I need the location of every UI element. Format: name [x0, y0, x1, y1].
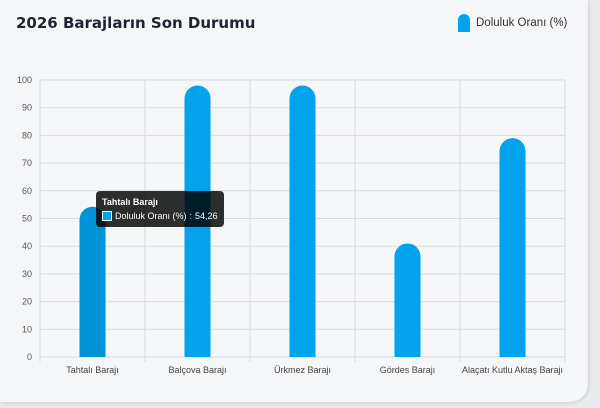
- y-tick-label: 10: [22, 324, 32, 334]
- y-tick-label: 30: [22, 269, 32, 279]
- chart-title: 2026 Barajların Son Durumu: [16, 14, 256, 32]
- x-tick-label: Balçova Barajı: [168, 365, 226, 375]
- y-tick-label: 50: [22, 214, 32, 224]
- y-tick-label: 90: [22, 103, 32, 113]
- chart-legend[interactable]: Doluluk Oranı (%): [458, 14, 567, 32]
- legend-swatch: [458, 14, 470, 32]
- y-tick-label: 20: [22, 297, 32, 307]
- bar[interactable]: [289, 85, 316, 357]
- tooltip-colon: :: [189, 211, 193, 221]
- x-tick-label: Ürkmez Barajı: [274, 365, 331, 375]
- bar[interactable]: [499, 138, 526, 357]
- tooltip-label: Doluluk Oranı (%): [115, 211, 187, 221]
- x-tick-label: Gördes Barajı: [380, 365, 436, 375]
- tooltip-value: 54,26: [195, 211, 218, 221]
- y-tick-label: 70: [22, 158, 32, 168]
- chart-tooltip: Tahtalı Barajı Doluluk Oranı (%): 54,26: [96, 191, 224, 227]
- x-tick-label: Tahtalı Barajı: [66, 365, 119, 375]
- y-tick-label: 60: [22, 186, 32, 196]
- tooltip-row: Doluluk Oranı (%): 54,26: [102, 209, 218, 223]
- legend-label: Doluluk Oranı (%): [476, 17, 568, 29]
- y-tick-label: 100: [17, 75, 32, 85]
- y-tick-label: 80: [22, 130, 32, 140]
- bar[interactable]: [79, 206, 106, 357]
- bar[interactable]: [394, 243, 421, 357]
- tooltip-swatch: [102, 211, 112, 221]
- y-tick-label: 0: [27, 352, 32, 362]
- y-tick-label: 40: [22, 241, 32, 251]
- tooltip-title: Tahtalı Barajı: [102, 197, 158, 207]
- x-tick-label: Alaçatı Kutlu Aktaş Barajı: [462, 365, 563, 375]
